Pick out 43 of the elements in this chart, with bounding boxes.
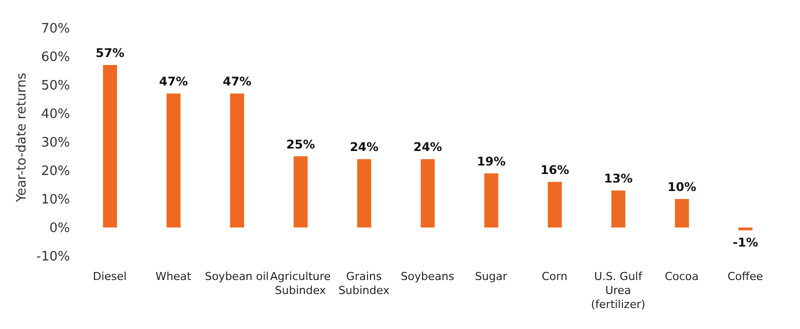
y-axis-title: Year-to-date returns <box>14 72 30 203</box>
data-label: 24% <box>413 140 442 154</box>
bar <box>420 159 435 228</box>
data-label: -1% <box>732 235 758 250</box>
data-label: 25% <box>286 137 316 152</box>
x-tick-label: Sugar <box>474 270 508 283</box>
data-label: 13% <box>604 171 633 186</box>
x-tick-label: U.S. Gulf Urea (fertilizer) <box>590 270 646 311</box>
data-label: 47% <box>222 74 252 89</box>
bar <box>294 156 308 228</box>
bar <box>674 199 689 228</box>
y-tick-label: 40% <box>41 107 70 122</box>
data-label: 47% <box>159 74 188 89</box>
y-tick-label: 50% <box>41 78 70 94</box>
y-tick-label: 10% <box>41 192 70 208</box>
data-label: 57% <box>96 46 124 60</box>
y-tick-label: 60% <box>41 50 70 66</box>
bar <box>738 228 752 230</box>
data-label: 19% <box>476 154 506 168</box>
x-tick-label: Diesel <box>92 270 127 283</box>
data-label: 16% <box>540 162 570 177</box>
data-label: 24% <box>350 140 379 154</box>
x-tick-label: Coffee <box>727 270 764 283</box>
data-label: 10% <box>668 180 696 194</box>
y-tick-label: 30% <box>41 136 70 151</box>
x-tick-label: Soybeans <box>400 270 454 283</box>
bar <box>548 182 562 228</box>
y-tick-label: -10% <box>36 250 70 265</box>
bar <box>166 94 181 228</box>
bar <box>357 159 372 228</box>
x-tick-label: Corn <box>542 270 568 283</box>
x-tick-label: Agriculture Subindex <box>270 270 331 297</box>
y-tick-label: 0% <box>49 221 70 236</box>
bar <box>103 65 117 228</box>
bar <box>230 94 244 228</box>
x-tick-label: Wheat <box>155 270 192 283</box>
x-tick-label: Grains Subindex <box>338 270 390 297</box>
x-tick-label: Soybean oil <box>204 270 269 283</box>
y-tick-label: 20% <box>41 164 70 180</box>
y-tick-label: 70% <box>41 22 70 37</box>
x-tick-label: Cocoa <box>664 270 699 283</box>
bar <box>484 173 498 228</box>
bar <box>611 190 626 228</box>
